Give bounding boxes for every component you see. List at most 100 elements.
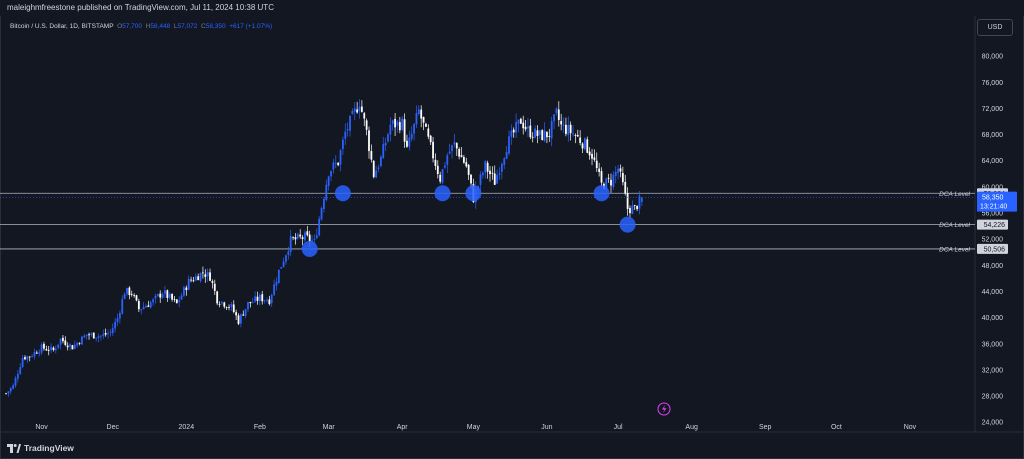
candle-body (280, 266, 283, 269)
currency-button[interactable]: USD (977, 19, 1013, 36)
candle-body (633, 205, 636, 206)
candle-body (16, 373, 19, 379)
candle-body (524, 126, 527, 130)
candle-body (19, 367, 22, 374)
close-label: C (201, 23, 206, 30)
x-tick-label: Apr (397, 424, 409, 431)
candle-body (311, 240, 313, 242)
candle-body (614, 171, 617, 176)
candle-body (417, 109, 420, 114)
candle-body (258, 294, 261, 302)
last-price-label: 58,350 (982, 195, 1004, 202)
candle-body (218, 303, 221, 305)
publish-info: maleighmfreestone published on TradingVi… (7, 3, 274, 12)
candle-body (213, 283, 216, 291)
candle-body (304, 232, 306, 241)
candle-body (156, 294, 159, 296)
y-tick-label: 48,000 (982, 263, 1004, 270)
time-axis[interactable]: Nov Dec 2024 Feb Mar Apr May Jun Jul Aug Sep Oct Nov (35, 424, 916, 431)
candle-body (237, 315, 240, 324)
candle-body (465, 162, 468, 167)
y-tick-label: 60,000 (982, 184, 1004, 191)
candle-body (40, 344, 43, 353)
candle-body (403, 119, 406, 142)
candle-body (254, 296, 257, 302)
symbol-name[interactable]: Bitcoin / U.S. Dollar, 1D, BITSTAMP (10, 23, 114, 30)
y-tick-label: 44,000 (982, 289, 1004, 296)
candle-body (130, 294, 133, 295)
candle-body (292, 237, 294, 239)
candle-body (121, 299, 124, 314)
candle-body (268, 299, 271, 305)
y-tick-label: 56,000 (982, 211, 1004, 218)
dca-level-label: DCA Level (939, 246, 970, 253)
candle-body (572, 133, 574, 135)
level-price-tag (977, 243, 1008, 254)
candle-body (161, 294, 164, 298)
candle-body (368, 130, 370, 152)
candle-body (111, 328, 114, 334)
candle-body (420, 109, 423, 119)
candle-body (204, 274, 207, 277)
candle-body (180, 295, 183, 300)
symbol-legend: Bitcoin / U.S. Dollar, 1D, BITSTAMP O57,… (10, 23, 272, 30)
candle-body (216, 291, 219, 304)
candle-body (145, 305, 147, 308)
candle-body (429, 135, 432, 143)
candle-body (387, 134, 389, 142)
level-price-tag-label: 54,226 (984, 222, 1006, 229)
x-tick-label: Nov (904, 424, 917, 431)
candle-body (228, 307, 230, 308)
candle-body (493, 173, 496, 185)
x-tick-label: Nov (35, 424, 48, 431)
candle-body (498, 173, 501, 175)
candle-body (353, 108, 356, 112)
candle-body (62, 337, 64, 342)
candle-body (491, 172, 494, 174)
buy-marker (334, 185, 351, 202)
candle-body (415, 113, 418, 125)
change-value: +617 (+1.07%) (229, 23, 273, 30)
dca-level-label: DCA Level (939, 191, 970, 198)
tradingview-logo[interactable]: TradingView (7, 443, 74, 453)
candle-body (183, 287, 185, 296)
candle-body (638, 195, 641, 209)
dca-level-label: DCA Level (939, 222, 970, 229)
candle-body (455, 143, 458, 149)
candle-body (508, 136, 510, 154)
candle-body (107, 333, 109, 335)
candle-body (379, 156, 382, 167)
candle-body (586, 139, 589, 153)
candle-body (591, 153, 593, 159)
candle-body (299, 234, 302, 237)
candle-body (370, 151, 373, 160)
publish-bar: maleighmfreestone published on TradingVi… (0, 0, 1024, 16)
y-tick-label: 36,000 (982, 341, 1004, 348)
candle-body (164, 290, 166, 294)
candle-body (489, 170, 491, 175)
candle-body (209, 272, 211, 281)
y-tick-label: 68,000 (982, 132, 1004, 139)
candle-body (242, 314, 245, 316)
candle-body (607, 177, 610, 179)
level-price-tag-label: 50,506 (984, 246, 1006, 253)
candle-body (21, 358, 24, 368)
candle-body (640, 197, 643, 202)
candle-body (249, 301, 252, 304)
candle-body (425, 123, 427, 127)
x-tick-label: Aug (685, 424, 698, 431)
x-tick-label: Dec (107, 424, 120, 431)
candle-body (140, 309, 143, 311)
open-label: O (117, 23, 123, 30)
candle-body (562, 124, 565, 126)
y-tick-label: 80,000 (982, 54, 1004, 61)
event-icon[interactable] (657, 402, 671, 416)
candle-body (574, 135, 577, 136)
candle-body (565, 124, 567, 134)
candle-body (85, 334, 88, 336)
price-axis[interactable]: 24,000 28,000 32,000 36,000 40,000 44,000 48,0… (982, 54, 1004, 427)
candle-body (448, 151, 451, 154)
candle-body (434, 159, 437, 166)
candle-body (192, 280, 195, 282)
